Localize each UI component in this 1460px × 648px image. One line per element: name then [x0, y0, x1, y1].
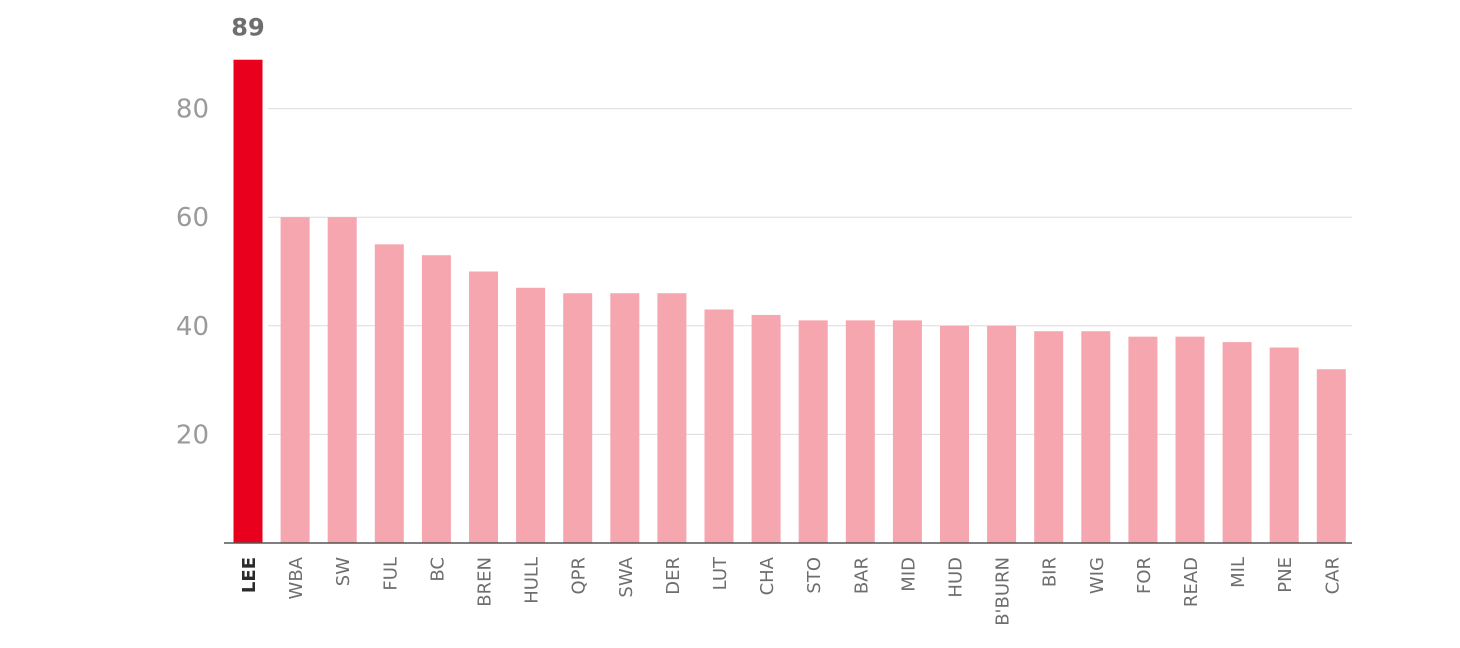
bar-car [1316, 369, 1346, 543]
x-tick-label: BIR [1040, 557, 1061, 587]
bar-mid [892, 320, 922, 543]
x-tick-label: MID [898, 557, 919, 592]
y-tick-label: 20 [176, 420, 209, 450]
x-axis-labels: LEE WBA SW FUL BC BREN HULL QPR SWA DER LUT CHA STO B… [239, 556, 1343, 626]
bar-lut [704, 309, 734, 543]
bar-bar [845, 320, 875, 543]
x-tick-label: MIL [1228, 557, 1249, 588]
x-tick-label: WBA [286, 556, 307, 599]
bars [233, 59, 1346, 543]
bar-bir [1034, 331, 1064, 543]
bar-ful [374, 244, 404, 543]
bar-hull [516, 287, 546, 543]
x-tick-label: BREN [475, 557, 496, 607]
x-tick-label: STO [804, 557, 825, 594]
x-tick-label: READ [1181, 557, 1202, 607]
x-tick-label: LUT [710, 556, 731, 590]
x-tick-label: BAR [851, 557, 872, 594]
data-label-highlight: 89 [231, 14, 264, 42]
bar-read [1175, 336, 1205, 543]
bar-bren [469, 271, 498, 543]
x-tick-label: BC [427, 557, 448, 582]
x-tick-label: CHA [757, 556, 778, 595]
x-tick-label: DER [663, 557, 684, 595]
x-tick-label: SWA [616, 556, 637, 597]
x-tick-label: SW [333, 557, 354, 586]
bar-lee [233, 59, 263, 543]
bar-wba [280, 217, 310, 543]
x-tick-label: QPR [569, 557, 590, 595]
bar-for [1128, 336, 1158, 543]
data-labels: 89 [231, 14, 264, 42]
x-tick-label: FOR [1134, 557, 1155, 594]
x-tick-label: WIG [1087, 557, 1108, 594]
x-tick-label: FUL [380, 557, 401, 591]
x-tick-label: HULL [522, 557, 543, 604]
x-tick-label: LEE [239, 557, 260, 593]
y-axis-ticks: 20 40 60 80 [176, 95, 209, 451]
bar-bburn [987, 325, 1017, 543]
bar-wig [1081, 331, 1111, 543]
x-tick-label: B'BURN [993, 557, 1014, 626]
bar-sto [798, 320, 828, 543]
bar-hud [940, 325, 969, 543]
bar-der [657, 293, 687, 543]
x-tick-label: PNE [1275, 557, 1296, 593]
y-tick-label: 40 [176, 312, 209, 342]
bar-pne [1269, 347, 1299, 543]
y-tick-label: 80 [176, 95, 209, 125]
y-tick-label: 60 [176, 203, 209, 233]
x-tick-label: CAR [1322, 557, 1343, 594]
bar-sw [327, 217, 357, 543]
bar-swa [610, 293, 640, 543]
bar-bc [421, 255, 451, 543]
bar-mil [1222, 342, 1252, 543]
bar-cha [751, 314, 781, 543]
x-tick-label: HUD [946, 557, 967, 598]
bar-qpr [563, 293, 593, 543]
